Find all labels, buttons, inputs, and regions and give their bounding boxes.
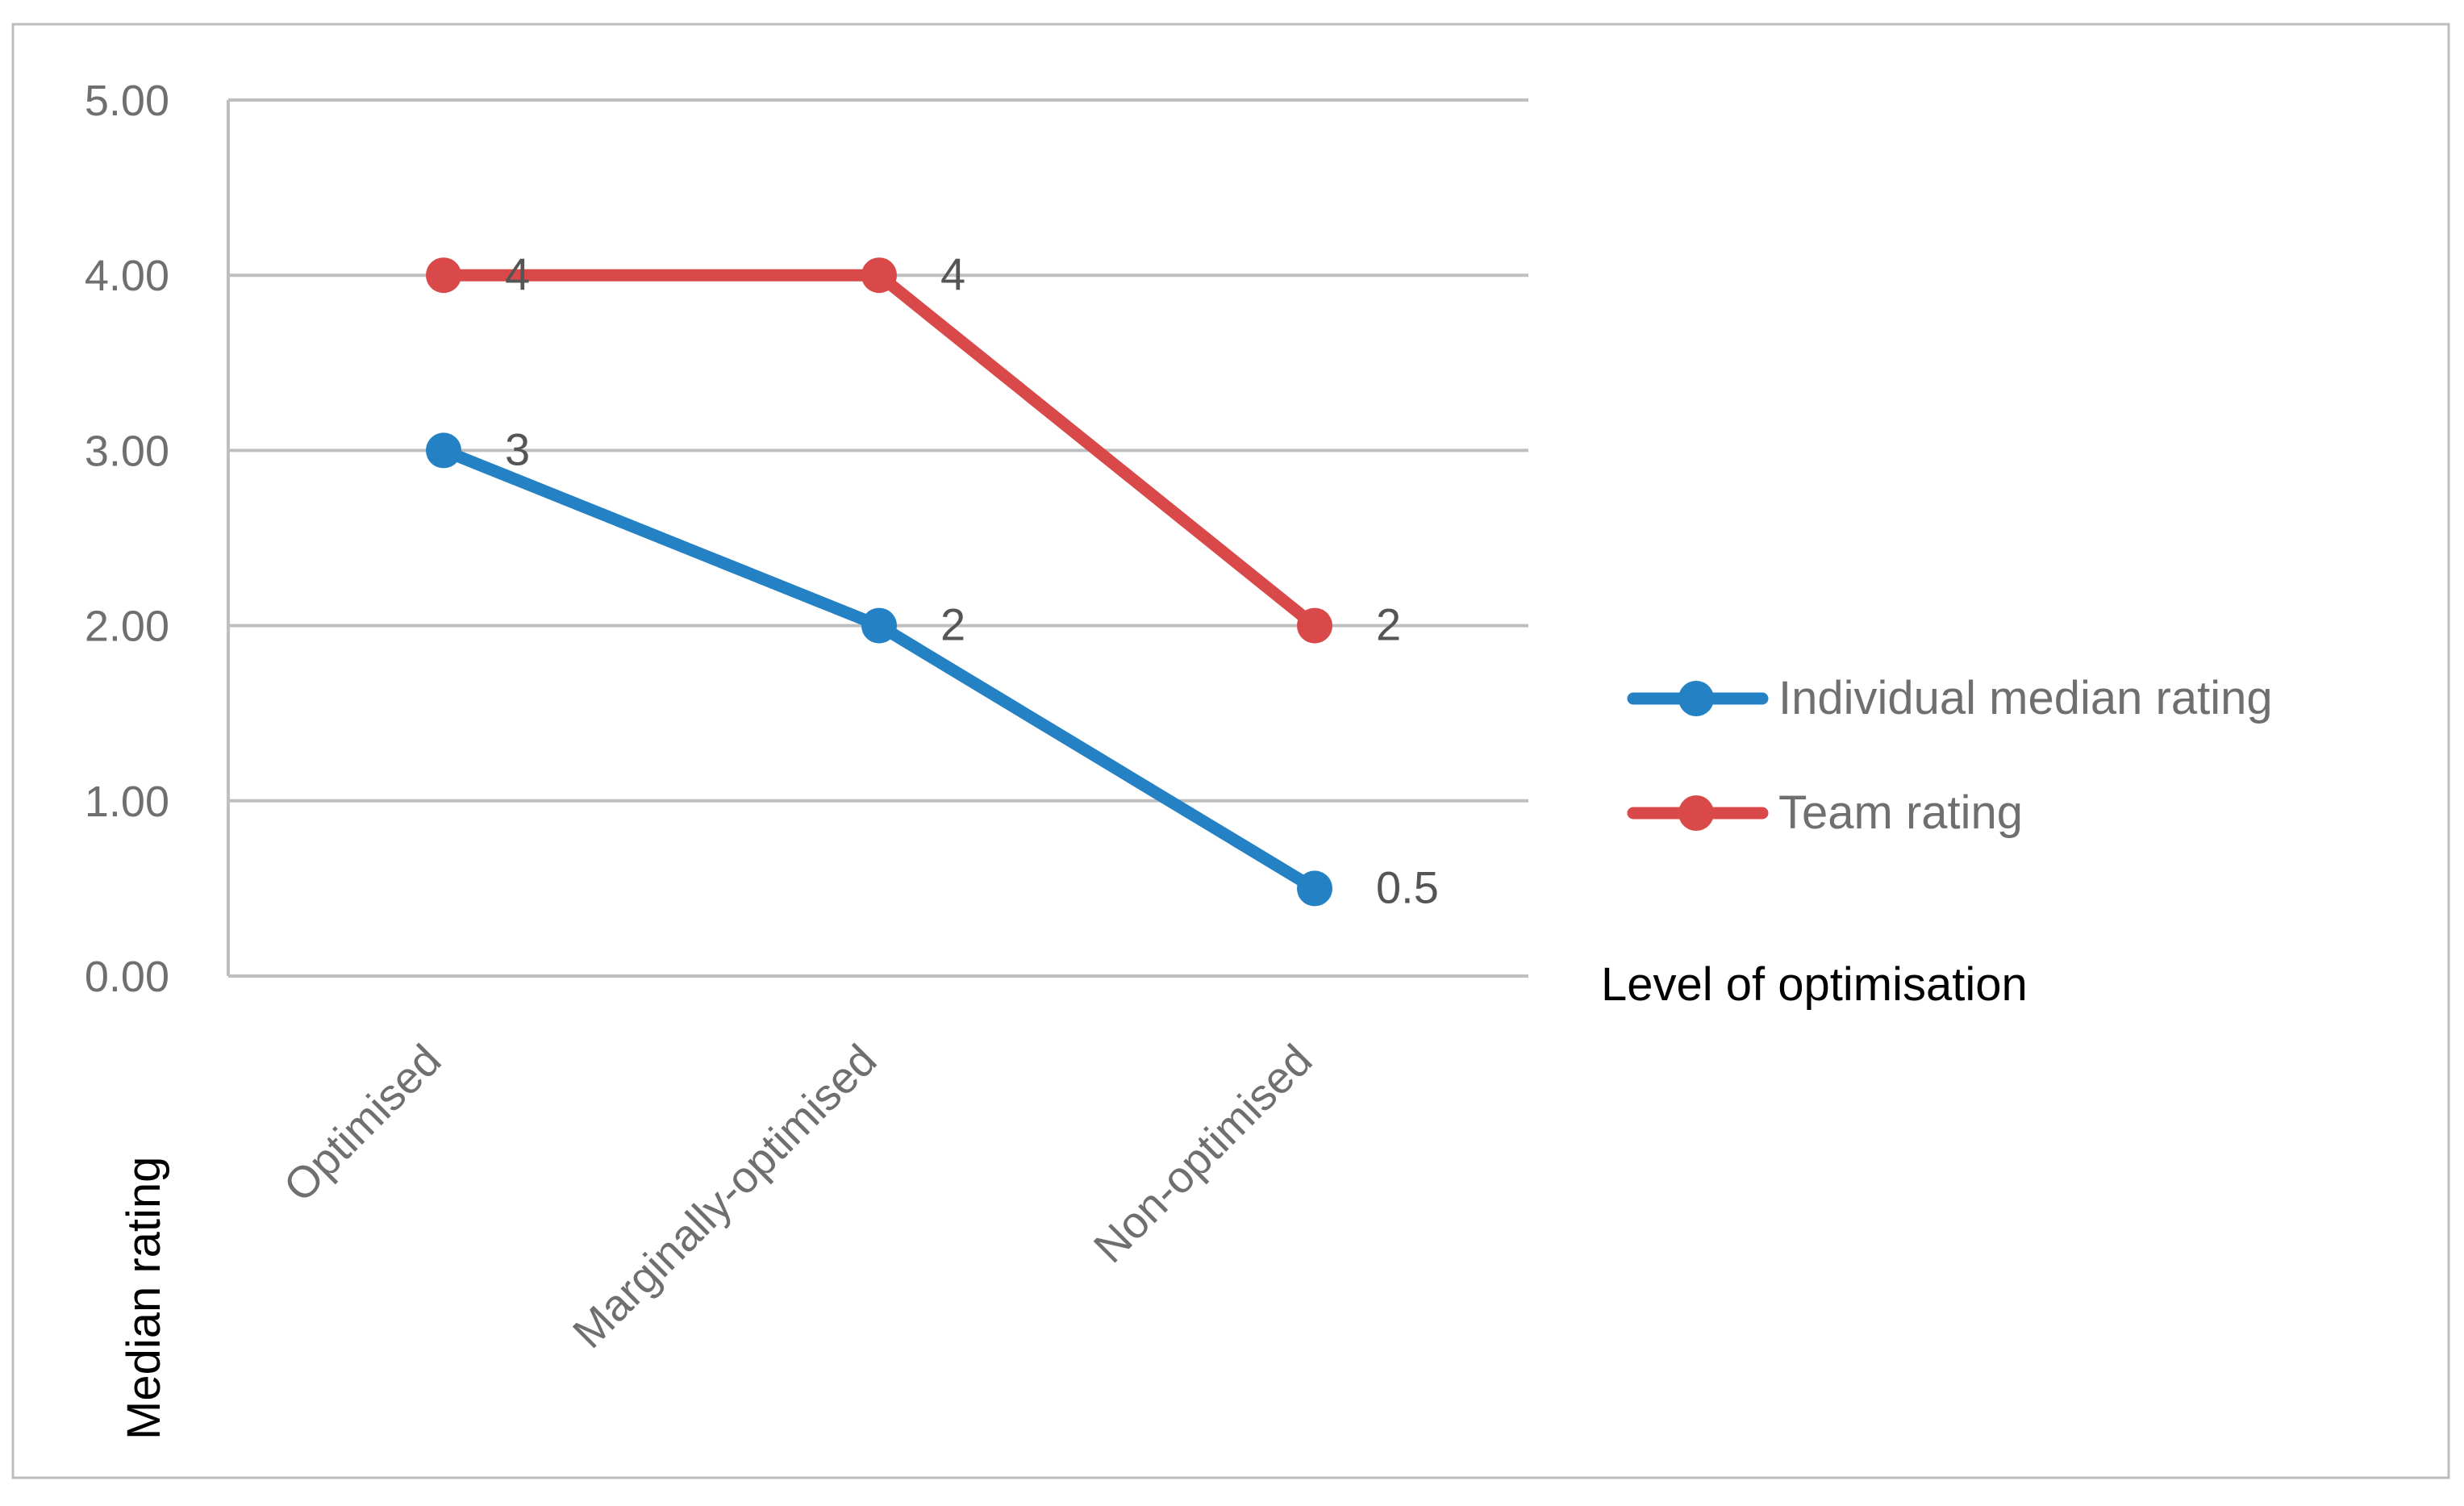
series-lines [426, 257, 1332, 907]
data-labels: 3 2 0.5 4 4 2 [505, 248, 1439, 912]
series-1-data-label-1: 4 [940, 248, 965, 299]
series-1-point-2 [1297, 607, 1332, 644]
series-1-point-1 [861, 257, 897, 294]
axes [227, 100, 1528, 978]
legend-label-1: Team rating [1778, 786, 2023, 839]
y-tick-label-1: 1.00 [85, 778, 169, 826]
series-1-point-0 [426, 257, 461, 294]
y-tick-label-0: 0.00 [85, 953, 169, 1001]
legend-label-0: Individual median rating [1778, 672, 2273, 724]
series-1-data-label-2: 2 [1376, 599, 1401, 650]
y-tick-label-2: 2.00 [85, 603, 169, 651]
series-0-data-label-0: 3 [505, 423, 530, 474]
y-tick-label-4: 4.00 [85, 252, 169, 300]
series-0-point-0 [426, 432, 461, 469]
legend-marker-1 [1678, 795, 1714, 831]
legend-marker-0 [1678, 681, 1714, 716]
y-tick-label-3: 3.00 [85, 427, 169, 475]
chart-frame [11, 23, 2450, 1479]
x-axis-title: Level of optimisation [1601, 958, 2028, 1011]
series-1-data-label-0: 4 [505, 248, 530, 299]
legend: Individual median rating Team rating [1627, 672, 2273, 839]
y-tick-label-5: 5.00 [85, 77, 169, 125]
series-0-data-label-2: 0.5 [1376, 861, 1439, 912]
series-0-data-label-1: 2 [940, 599, 965, 650]
series-0-point-1 [861, 607, 897, 644]
y-axis-title: Median rating [118, 1157, 170, 1440]
series-0-point-2 [1297, 870, 1332, 907]
